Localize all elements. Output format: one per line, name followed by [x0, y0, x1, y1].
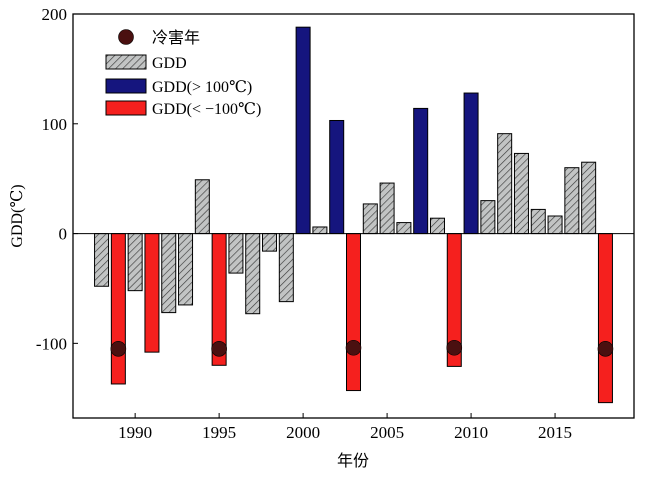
bar-high-2007 — [413, 107, 429, 235]
y-tick-label: 200 — [42, 5, 68, 24]
cold-year-markers — [110, 339, 614, 357]
bar-high-2010 — [463, 92, 479, 235]
bar-gdd-1998 — [262, 233, 278, 252]
bar-gdd-1993 — [178, 233, 194, 306]
legend-swatch-high — [105, 78, 147, 94]
x-tick-label: 2000 — [286, 423, 320, 442]
bars-layer — [94, 26, 613, 404]
bar-gdd-1999 — [278, 233, 294, 303]
plot-frame — [72, 13, 635, 419]
cold-year-marker-2009 — [446, 339, 463, 356]
y-axis-label: GDD(℃) — [9, 184, 26, 247]
bar-gdd-2011 — [480, 200, 496, 235]
x-tick-label: 1990 — [118, 423, 152, 442]
bar-gdd-1997 — [245, 233, 261, 315]
cold-year-marker-2003 — [345, 339, 362, 356]
x-tick-label: 2010 — [454, 423, 488, 442]
cold-year-marker-2018 — [597, 341, 614, 357]
bar-gdd-2008 — [429, 217, 445, 235]
legend-label-gdd: GDD — [152, 55, 187, 72]
bar-gdd-2012 — [497, 133, 513, 235]
x-tick-label: 1995 — [202, 423, 236, 442]
bar-low-2018 — [597, 233, 613, 404]
legend: 冷害年 GDD GDD(> 100℃) GDD(< −100℃) — [105, 29, 261, 118]
bar-gdd-2016 — [564, 167, 580, 235]
legend-label-low: GDD(< −100℃) — [152, 101, 261, 118]
bar-gdd-2015 — [547, 215, 563, 235]
bar-gdd-2006 — [396, 222, 412, 235]
bar-gdd-1990 — [127, 233, 143, 292]
cold-year-marker-1995 — [211, 341, 227, 357]
legend-swatch-gdd — [105, 54, 147, 70]
bar-gdd-1992 — [161, 233, 177, 314]
bar-gdd-2014 — [530, 208, 546, 235]
bar-gdd-2001 — [312, 226, 328, 235]
axes-layer: -100 0 100 200 1990 1995 2000 2005 2010 2015 — [36, 5, 572, 442]
legend-label-high: GDD(> 100℃) — [152, 79, 252, 96]
bar-gdd-2004 — [362, 203, 378, 235]
x-axis-label: 年份 — [337, 452, 369, 470]
y-tick-label: -100 — [36, 334, 67, 353]
y-tick-label: 0 — [59, 225, 68, 244]
bar-high-2000 — [295, 26, 311, 235]
x-tick-label: 2005 — [370, 423, 404, 442]
bar-gdd-2005 — [379, 182, 395, 235]
cold-year-marker-1989 — [110, 341, 127, 357]
legend-label-cold: 冷害年 — [152, 29, 200, 47]
legend-marker-cold — [118, 29, 134, 45]
bar-low-1991 — [144, 233, 160, 353]
bar-gdd-1994 — [194, 179, 210, 235]
bar-gdd-1988 — [94, 233, 110, 287]
bar-gdd-2013 — [513, 152, 529, 235]
bar-gdd-2017 — [581, 161, 597, 235]
legend-swatch-low — [105, 100, 147, 116]
bar-low-2003 — [346, 233, 361, 392]
bar-high-2002 — [329, 119, 345, 235]
bar-gdd-1996 — [228, 233, 244, 274]
bar-low-1989 — [110, 233, 126, 385]
y-tick-label: 100 — [42, 115, 68, 134]
x-tick-label: 2015 — [538, 423, 572, 442]
